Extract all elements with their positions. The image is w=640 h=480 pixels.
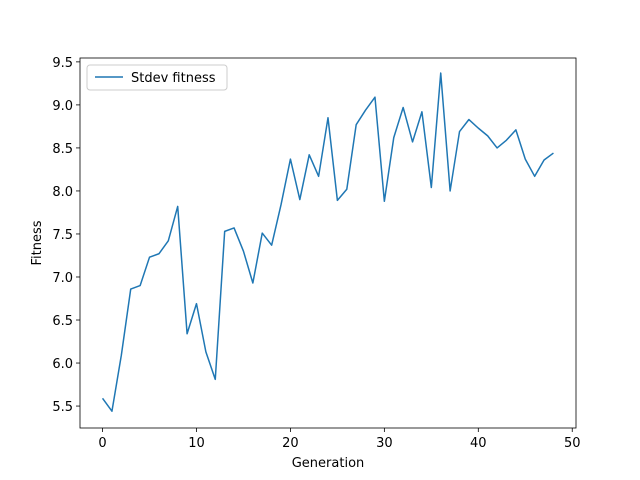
y-tick-label: 6.0: [52, 357, 73, 372]
x-tick-label: 10: [188, 436, 205, 451]
x-tick-label: 30: [376, 436, 393, 451]
y-tick-label: 7.0: [52, 271, 73, 286]
y-tick-label: 8.5: [52, 142, 73, 157]
legend: Stdev fitness: [86, 64, 228, 91]
y-tick-label: 8.0: [52, 185, 73, 200]
y-tick-label: 9.5: [52, 56, 73, 71]
y-axis: 5.5 6.0 6.5 7.0 7.5 8.0 8.5 9.0 9.5: [52, 56, 80, 415]
y-tick-label: 5.5: [52, 400, 73, 415]
y-tick-label: 7.5: [52, 228, 73, 243]
x-axis-label: Generation: [292, 456, 365, 471]
legend-box: [86, 64, 228, 91]
x-tick-label: 0: [98, 436, 106, 451]
series-line-stdev-fitness: [101, 72, 554, 412]
x-tick-label: 50: [564, 436, 581, 451]
plot-area: [80, 58, 576, 428]
x-axis: 0 10 20 30 40 50: [98, 428, 581, 451]
legend-label: Stdev fitness: [131, 71, 216, 86]
x-tick-label: 20: [282, 436, 299, 451]
x-tick-label: 40: [470, 436, 487, 451]
y-axis-label: Fitness: [30, 220, 45, 265]
y-tick-label: 6.5: [52, 314, 73, 329]
y-tick-label: 9.0: [52, 99, 73, 114]
plot-frame: [79, 57, 577, 429]
